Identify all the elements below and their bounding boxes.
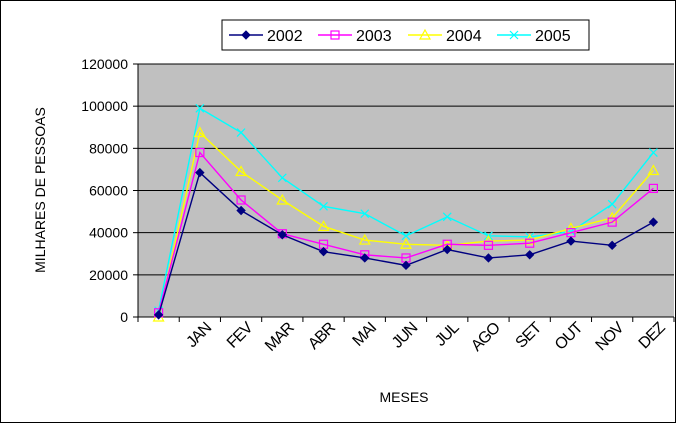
legend-marker [509, 30, 519, 40]
data-point [607, 199, 617, 209]
legend-item-2002: 2002 [229, 28, 303, 45]
data-point [566, 236, 576, 246]
data-point [442, 212, 452, 222]
data-point [648, 183, 658, 193]
data-point [153, 310, 164, 320]
y-axis-ticks: 0 20000 40000 60000 80000 100000 120000 [81, 56, 138, 325]
data-point [195, 147, 205, 158]
data-point [195, 167, 205, 178]
legend-label: 2005 [535, 28, 571, 45]
data-point [360, 209, 370, 219]
data-point [525, 238, 535, 248]
legend-label: 2004 [446, 28, 482, 45]
data-point [318, 246, 329, 257]
legend-marker [241, 30, 251, 40]
gridlines [138, 63, 674, 276]
legend: 2002 2003 2004 2005 [221, 19, 590, 51]
data-point [236, 195, 246, 205]
data-point [647, 164, 660, 176]
legend-item-2003: 2003 [318, 28, 392, 45]
data-point [319, 201, 328, 211]
data-point [193, 126, 206, 138]
y-tick-label: 60000 [89, 183, 128, 199]
legend-item-2005: 2005 [497, 28, 571, 45]
data-point [276, 193, 289, 205]
data-point [235, 165, 248, 177]
y-tick-label: 80000 [89, 140, 128, 156]
legend-label: 2003 [356, 28, 392, 45]
series-2002 [153, 167, 659, 320]
data-point [358, 233, 371, 245]
data-point [399, 238, 413, 249]
data-point [401, 231, 411, 241]
y-tick-label: 100000 [81, 98, 128, 114]
data-point [483, 253, 494, 263]
data-point [236, 205, 246, 216]
data-point [401, 260, 411, 271]
data-point [277, 230, 288, 240]
data-point [360, 253, 370, 263]
y-tick-label: 120000 [81, 56, 128, 72]
legend-item-2004: 2004 [408, 28, 482, 45]
data-point [195, 103, 205, 113]
y-tick-label: 0 [120, 309, 128, 325]
y-axis-title: MILHARES DE PESSOAS [32, 107, 48, 273]
data-point [277, 173, 287, 183]
data-point [483, 240, 494, 250]
data-point [648, 148, 658, 157]
y-tick-label: 20000 [89, 267, 128, 283]
data-point [317, 220, 330, 231]
data-point [442, 244, 452, 255]
legend-marker [418, 28, 432, 40]
legend-marker [330, 30, 340, 40]
data-point [607, 217, 617, 227]
series-line [157, 151, 654, 313]
y-tick-label: 40000 [89, 225, 128, 241]
series-lines [152, 103, 660, 322]
data-point [648, 217, 659, 227]
data-point [524, 250, 535, 260]
data-point [607, 240, 617, 251]
legend-label: 2002 [267, 28, 303, 45]
data-point [236, 128, 246, 137]
x-axis-title: MESES [379, 389, 428, 405]
